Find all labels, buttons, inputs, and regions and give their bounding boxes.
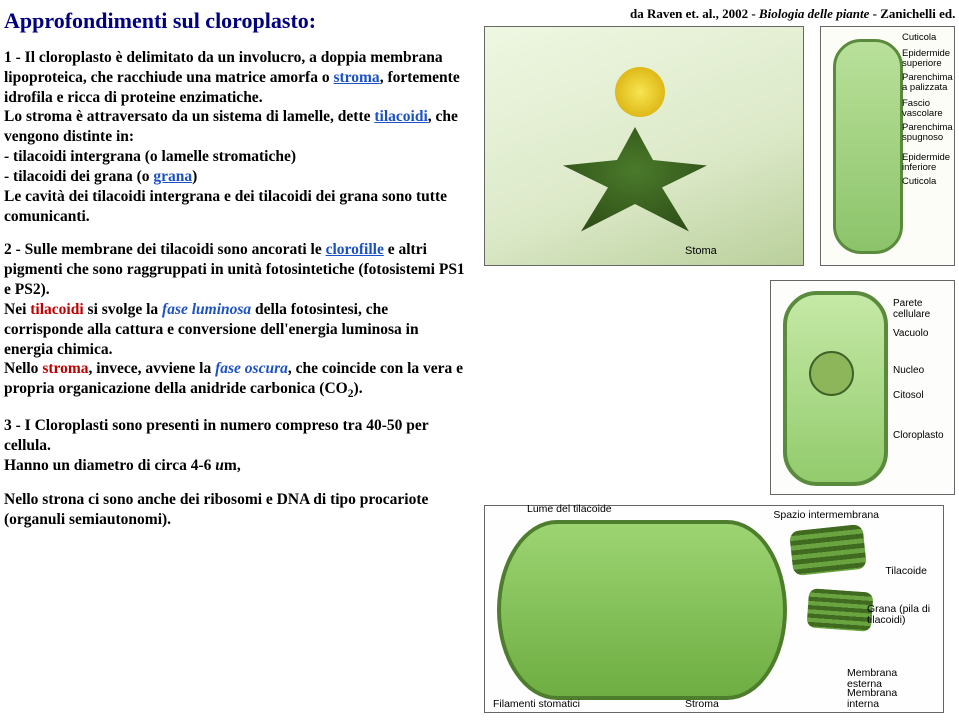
caption-title: Biologia delle piante (759, 6, 870, 21)
label-lume: Lume del tilacoide (527, 504, 612, 515)
label-fascio: Fascio vascolare (902, 99, 952, 119)
text: si svolge la (84, 301, 162, 318)
text: ) (192, 168, 197, 185)
unit-micro: u (215, 457, 224, 474)
caption-text: da Raven et. al., 2002 - (630, 6, 759, 21)
term-fase-luminosa: fase luminosa (162, 301, 251, 318)
label-cuticola: Cuticola (902, 33, 952, 43)
figure-leaf-section: Cuticola Epidermide superiore Parenchima… (820, 26, 955, 266)
grana-shape (789, 524, 867, 576)
label-nucleo: Nucleo (893, 366, 953, 377)
text: , invece, avviene la (89, 360, 216, 377)
paragraph-1: 1 - Il cloroplasto è delimitato da un in… (4, 48, 470, 226)
label-filamenti: Filamenti stomatici (493, 699, 580, 710)
figure-plant: Stoma (484, 26, 804, 266)
label-parenchima-spu: Parenchima spugnoso (902, 123, 952, 143)
text: - tilacoidi intergrana (o lamelle stroma… (4, 148, 296, 165)
text: m, (224, 457, 241, 474)
label-cloroplasto: Cloroplasto (893, 431, 953, 442)
label-stoma: Stoma (685, 245, 717, 257)
label-stroma-2: Stroma (685, 699, 719, 710)
label-tilacoide: Tilacoide (885, 566, 927, 577)
text: - tilacoidi dei grana (o (4, 168, 153, 185)
page-title: Approfondimenti sul cloroplasto: (4, 8, 470, 34)
caption-text: - Zanichelli ed. (869, 6, 955, 21)
text: Nei (4, 301, 30, 318)
text: Nello (4, 360, 42, 377)
chloroplast-shape (497, 520, 787, 700)
text: Le cavità dei tilacoidi intergrana e dei… (4, 188, 447, 225)
term-fase-oscura: fase oscura (215, 360, 288, 377)
term-tilacoidi: tilacoidi (30, 301, 83, 318)
text: Lo stroma è attraversato da un sistema d… (4, 108, 374, 125)
text: Hanno un diametro di circa 4-6 (4, 457, 215, 474)
link-grana[interactable]: grana (153, 168, 192, 185)
label-cuticola-2: Cuticola (902, 177, 952, 187)
text: 2 - Sulle membrane dei tilacoidi sono an… (4, 241, 326, 258)
figure-column: da Raven et. al., 2002 - Biologia delle … (480, 0, 959, 720)
paragraph-3: 3 - I Cloroplasti sono presenti in numer… (4, 416, 470, 475)
label-vacuolo: Vacuolo (893, 329, 953, 340)
nucleus-shape (809, 351, 854, 396)
paragraph-2: 2 - Sulle membrane dei tilacoidi sono an… (4, 240, 470, 402)
link-tilacoidi[interactable]: tilacoidi (374, 108, 427, 125)
leaf-section-shape (833, 39, 903, 254)
text-column: Approfondimenti sul cloroplasto: 1 - Il … (0, 0, 480, 720)
label-parete: Parete cellulare (893, 299, 953, 320)
figure-chloroplast: Lume del tilacoide Filamenti stomatici S… (484, 505, 944, 713)
link-stroma[interactable]: stroma (333, 69, 379, 86)
term-stroma: stroma (42, 360, 88, 377)
figure-cell: Parete cellulare Vacuolo Nucleo Citosol … (770, 280, 955, 495)
label-citosol: Citosol (893, 391, 953, 402)
page: Approfondimenti sul cloroplasto: 1 - Il … (0, 0, 959, 720)
label-grana: Grana (pila di tilacoidi) (867, 604, 937, 626)
label-membrana-int: Membrana interna (847, 688, 919, 710)
link-clorofille[interactable]: clorofille (326, 241, 384, 258)
label-spazio: Spazio intermembrana (773, 510, 879, 521)
text: 3 - I Cloroplasti sono presenti in numer… (4, 417, 428, 454)
label-epidermide-inf: Epidermide inferiore (902, 153, 952, 173)
grana-shape (807, 588, 874, 632)
label-epidermide-sup: Epidermide superiore (902, 49, 952, 69)
figure-caption: da Raven et. al., 2002 - Biologia delle … (630, 6, 955, 22)
text: ). (354, 380, 363, 397)
paragraph-4: Nello strona ci sono anche dei ribosomi … (4, 490, 470, 530)
label-parenchima-pal: Parenchima a palizzata (902, 73, 952, 93)
